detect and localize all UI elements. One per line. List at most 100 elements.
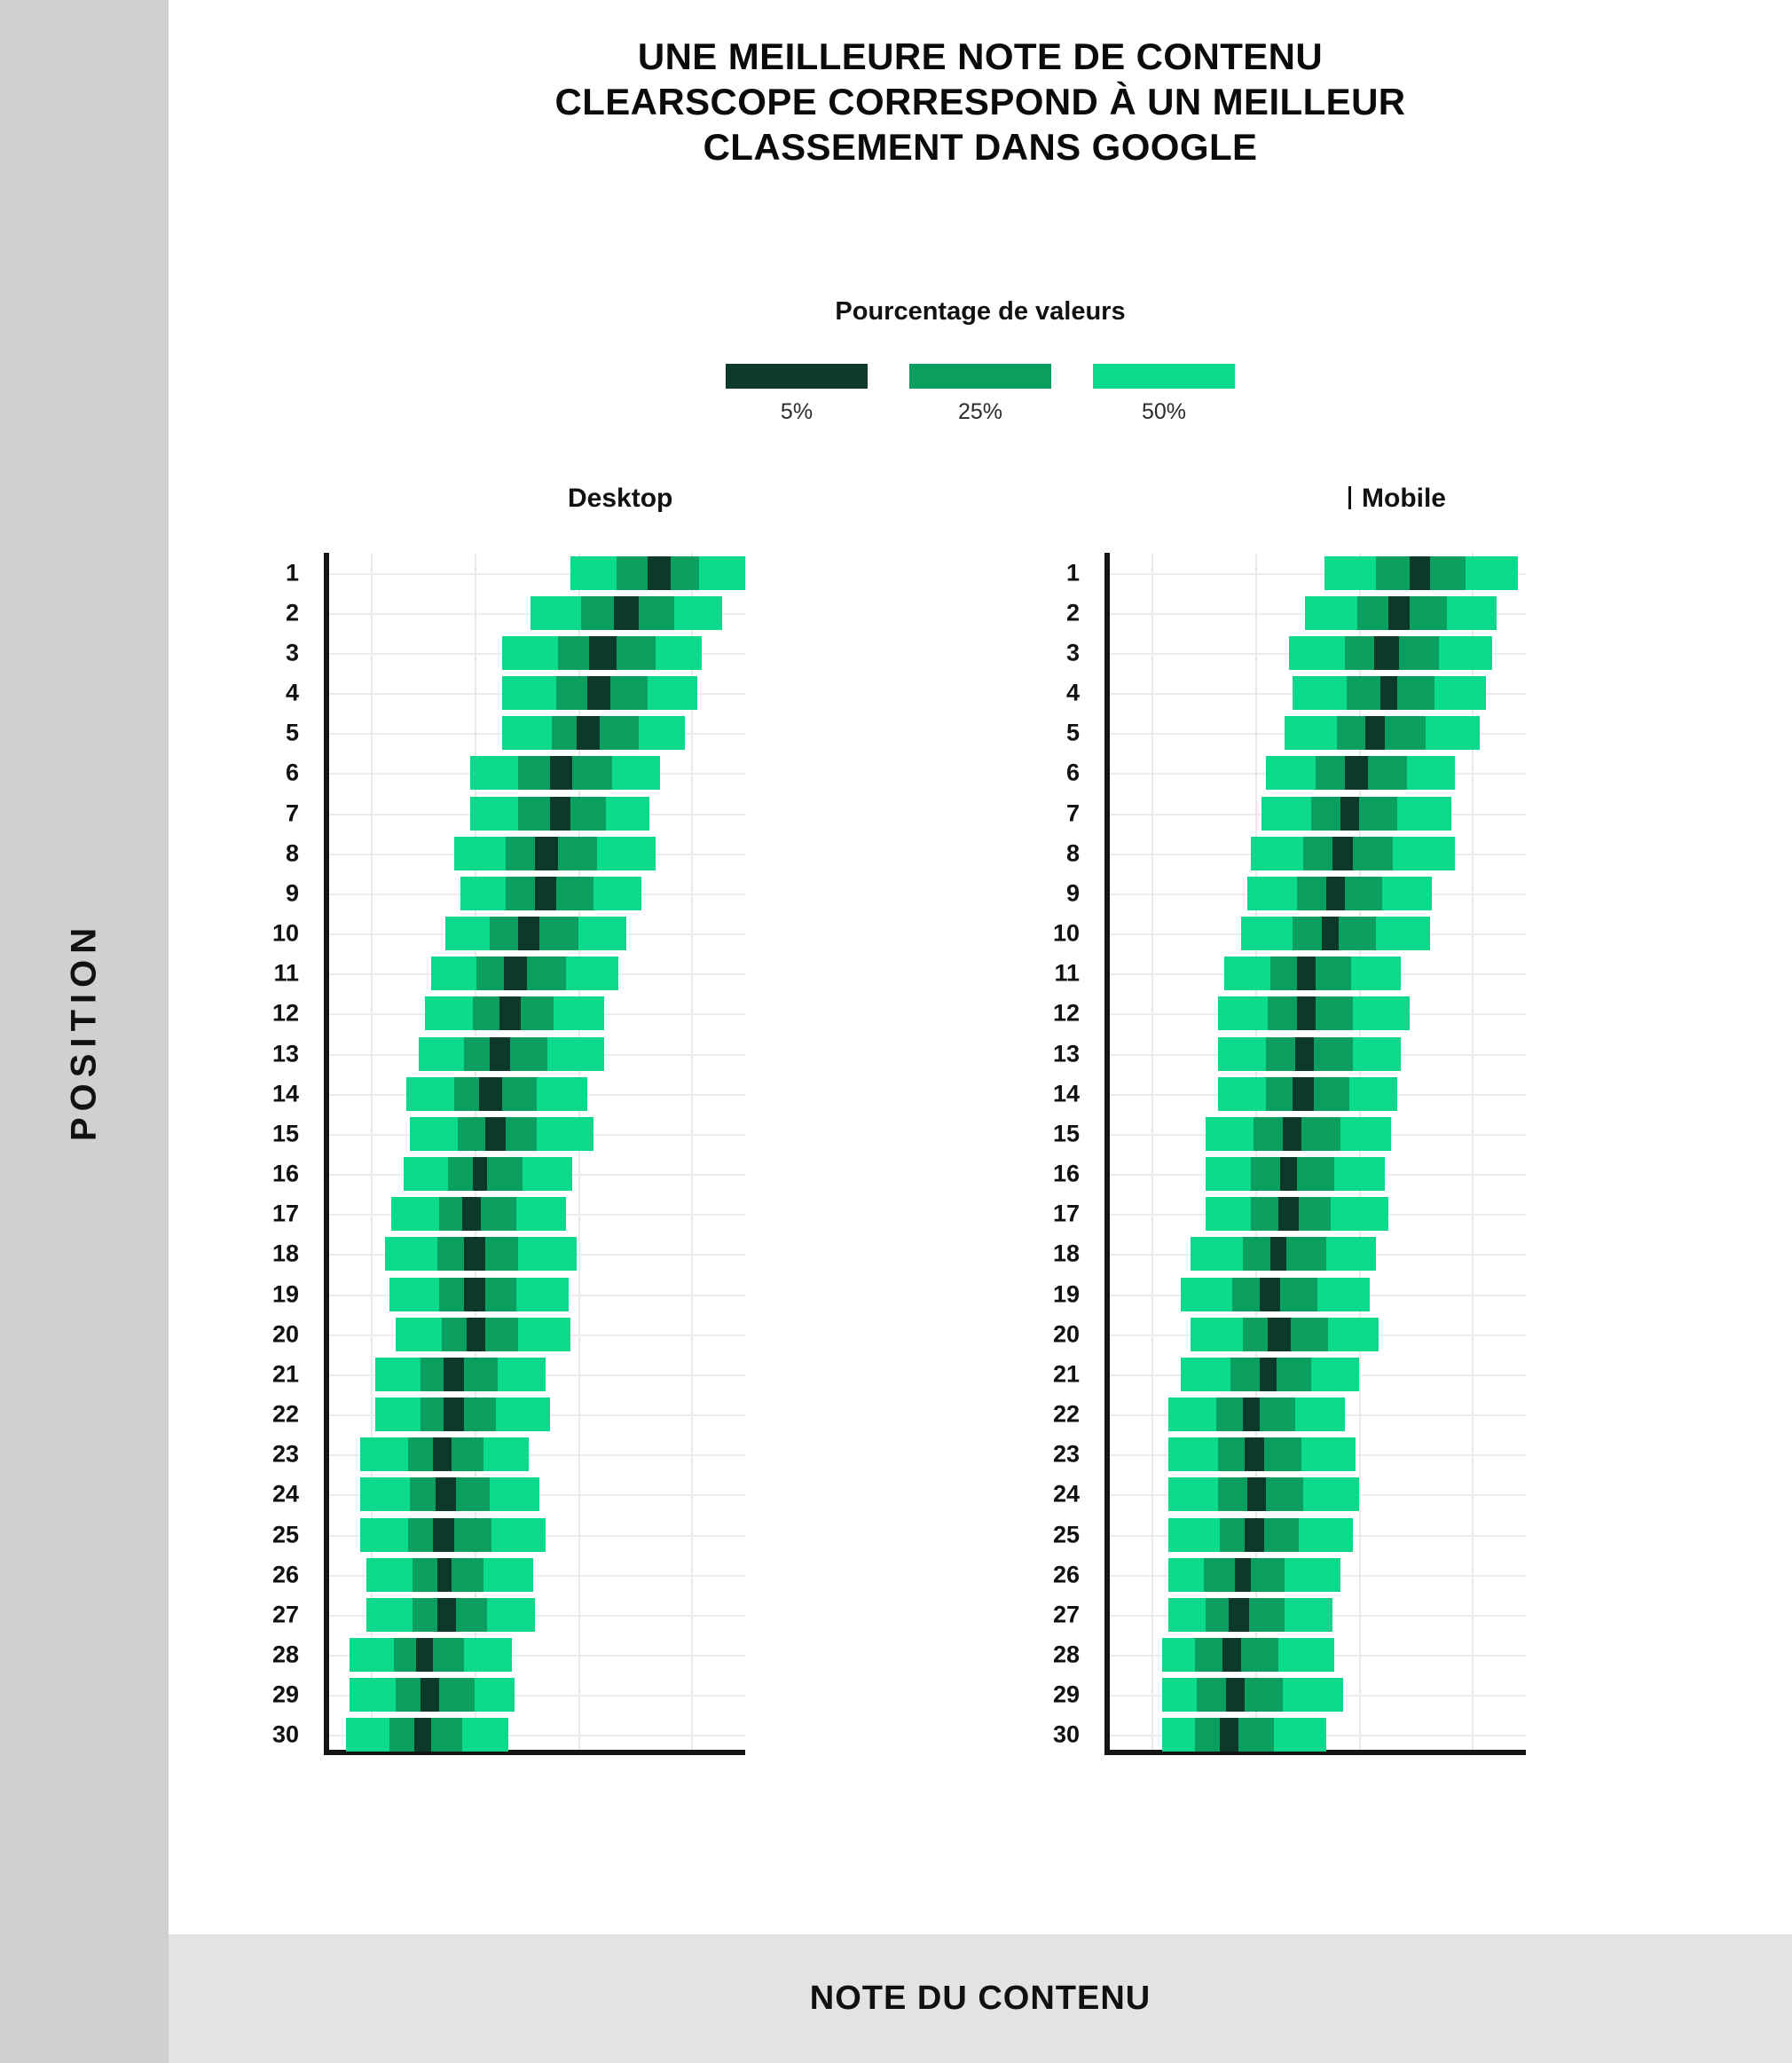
- band-5pct: [1409, 555, 1431, 590]
- y-axis-tick-label: 20: [271, 1320, 299, 1348]
- distribution-bar-row: [329, 1517, 745, 1552]
- title-line-1: UNE MEILLEURE NOTE DE CONTENU: [637, 35, 1324, 77]
- distribution-bar-row: [329, 1718, 745, 1752]
- distribution-bar-row: [329, 1477, 745, 1512]
- band-5pct: [436, 1557, 452, 1592]
- y-axis-tick-label: 8: [1065, 839, 1080, 867]
- band-5pct: [503, 957, 527, 991]
- band-5pct: [416, 1638, 434, 1673]
- y-axis-tick-label: 11: [273, 959, 299, 987]
- band-5pct: [1340, 796, 1360, 831]
- title-line-3: CLASSEMENT DANS GOOGLE: [703, 126, 1258, 169]
- y-axis-tick-label: 22: [271, 1400, 299, 1428]
- y-axis-tick-label: 15: [271, 1120, 299, 1147]
- y-axis-tick-label: 1: [285, 559, 299, 587]
- distribution-bar-row: [329, 917, 745, 951]
- position-axis-rail: POSITION: [0, 0, 169, 2063]
- distribution-bar-row: [1110, 1076, 1526, 1111]
- distribution-bar-row: [329, 1597, 745, 1632]
- y-axis-tick-label: 21: [271, 1360, 299, 1388]
- gridline-vertical: [1359, 553, 1362, 1750]
- y-axis-tick-label: 6: [1065, 759, 1080, 786]
- distribution-bar-row: [1110, 756, 1526, 791]
- distribution-bar-row: [329, 1076, 745, 1111]
- distribution-bar-row: [1110, 676, 1526, 711]
- gridline-vertical: [370, 553, 373, 1750]
- band-5pct: [433, 1517, 454, 1552]
- y-axis-tick-label: 21: [1052, 1360, 1080, 1388]
- distribution-bar-row: [329, 957, 745, 991]
- y-axis-tick-label: 5: [1065, 719, 1080, 746]
- y-axis-tick-label: 3: [285, 639, 299, 666]
- y-axis-tick-label: 25: [1052, 1521, 1080, 1548]
- y-axis-tick-label: 19: [271, 1280, 299, 1308]
- y-axis-tick-label: 18: [1052, 1240, 1080, 1267]
- distribution-bar-row: [1110, 1277, 1526, 1311]
- y-axis-tick-label: 17: [271, 1200, 299, 1227]
- y-axis-tick-label: 8: [285, 839, 299, 867]
- distribution-bar-row: [1110, 1557, 1526, 1592]
- distribution-bar-row: [329, 1317, 745, 1351]
- y-axis-tick-label: 7: [285, 799, 299, 827]
- y-axis-tick-label: 3: [1065, 639, 1080, 666]
- gridline-vertical: [1151, 553, 1153, 1750]
- band-5pct: [1268, 1317, 1291, 1351]
- distribution-bar-row: [1110, 796, 1526, 831]
- distribution-bar-row: [1110, 1317, 1526, 1351]
- y-axis-tick-label: 16: [271, 1160, 299, 1187]
- gridline-horizontal: [329, 1655, 745, 1657]
- band-5pct: [1373, 635, 1399, 670]
- band-5pct: [1388, 595, 1410, 630]
- y-axis-tick-label: 17: [1052, 1200, 1080, 1227]
- y-axis-tick-label: 16: [1052, 1160, 1080, 1187]
- distribution-bar-row: [1110, 917, 1526, 951]
- band-5pct: [1280, 1157, 1298, 1192]
- distribution-bar-row: [329, 756, 745, 791]
- band-5pct: [499, 996, 521, 1031]
- distribution-bar-row: [329, 595, 745, 630]
- gridline-horizontal: [329, 1614, 745, 1617]
- band-5pct: [1277, 1197, 1300, 1232]
- panel-titles: Desktop Mobile: [169, 484, 1792, 535]
- legend-item: 5%: [726, 364, 868, 425]
- y-axis-tick-label: 27: [1052, 1601, 1080, 1628]
- distribution-bar-row: [329, 1357, 745, 1391]
- mobile-tick-mark: [1348, 486, 1351, 509]
- band-5pct: [464, 1237, 485, 1272]
- distribution-bar-row: [329, 1116, 745, 1151]
- band-5pct: [478, 1076, 502, 1111]
- legend-swatch: [909, 364, 1051, 389]
- band-5pct: [1365, 716, 1385, 751]
- distribution-bar-row: [329, 1678, 745, 1713]
- legend: Pourcentage de valeurs 5% 25% 50%: [169, 297, 1792, 425]
- legend-value: 5%: [780, 399, 813, 424]
- band-5pct: [1228, 1597, 1250, 1632]
- panel-title-desktop: Desktop: [568, 484, 673, 513]
- y-axis-tick-label: 13: [1052, 1040, 1080, 1067]
- y-axis-tick-label: 18: [271, 1240, 299, 1267]
- chart-panels: Desktop Mobile 1 2 3 4 5 6 7 8 9 10 11 12 13 14 15 16 17…: [169, 484, 1792, 1777]
- y-axis-labels-desktop: 1 2 3 4 5 6 7 8 9 10 11 12 13 14 15 16 17 18 19 20 21 22 23 24 2…: [169, 553, 315, 1755]
- y-axis-tick-label: 30: [1052, 1720, 1080, 1748]
- x-axis-title: NOTE DU CONTENU: [809, 1980, 1151, 2017]
- band-5pct: [549, 756, 573, 791]
- distribution-bar-row: [329, 555, 745, 590]
- chart-card: UNE MEILLEURE NOTE DE CONTENU CLEARSCOPE…: [169, 0, 1792, 2063]
- y-axis-tick-label: 9: [1065, 879, 1080, 907]
- distribution-bar-row: [329, 1197, 745, 1232]
- y-axis-tick-label: 20: [1052, 1320, 1080, 1348]
- band-5pct: [1325, 876, 1345, 910]
- distribution-bar-row: [1110, 1718, 1526, 1752]
- distribution-bar-row: [1110, 1357, 1526, 1391]
- y-axis-tick-label: 2: [1065, 599, 1080, 626]
- distribution-bar-row: [1110, 996, 1526, 1031]
- distribution-bar-row: [1110, 595, 1526, 630]
- distribution-bar-row: [1110, 836, 1526, 870]
- plot-area-mobile: [1104, 553, 1526, 1755]
- plot-area-desktop: [324, 553, 745, 1755]
- y-axis-tick-label: 11: [1054, 959, 1080, 987]
- distribution-bar-row: [329, 1237, 745, 1272]
- y-axis-tick-label: 23: [1052, 1440, 1080, 1468]
- distribution-bar-row: [1110, 1398, 1526, 1432]
- legend-item: 50%: [1093, 364, 1235, 425]
